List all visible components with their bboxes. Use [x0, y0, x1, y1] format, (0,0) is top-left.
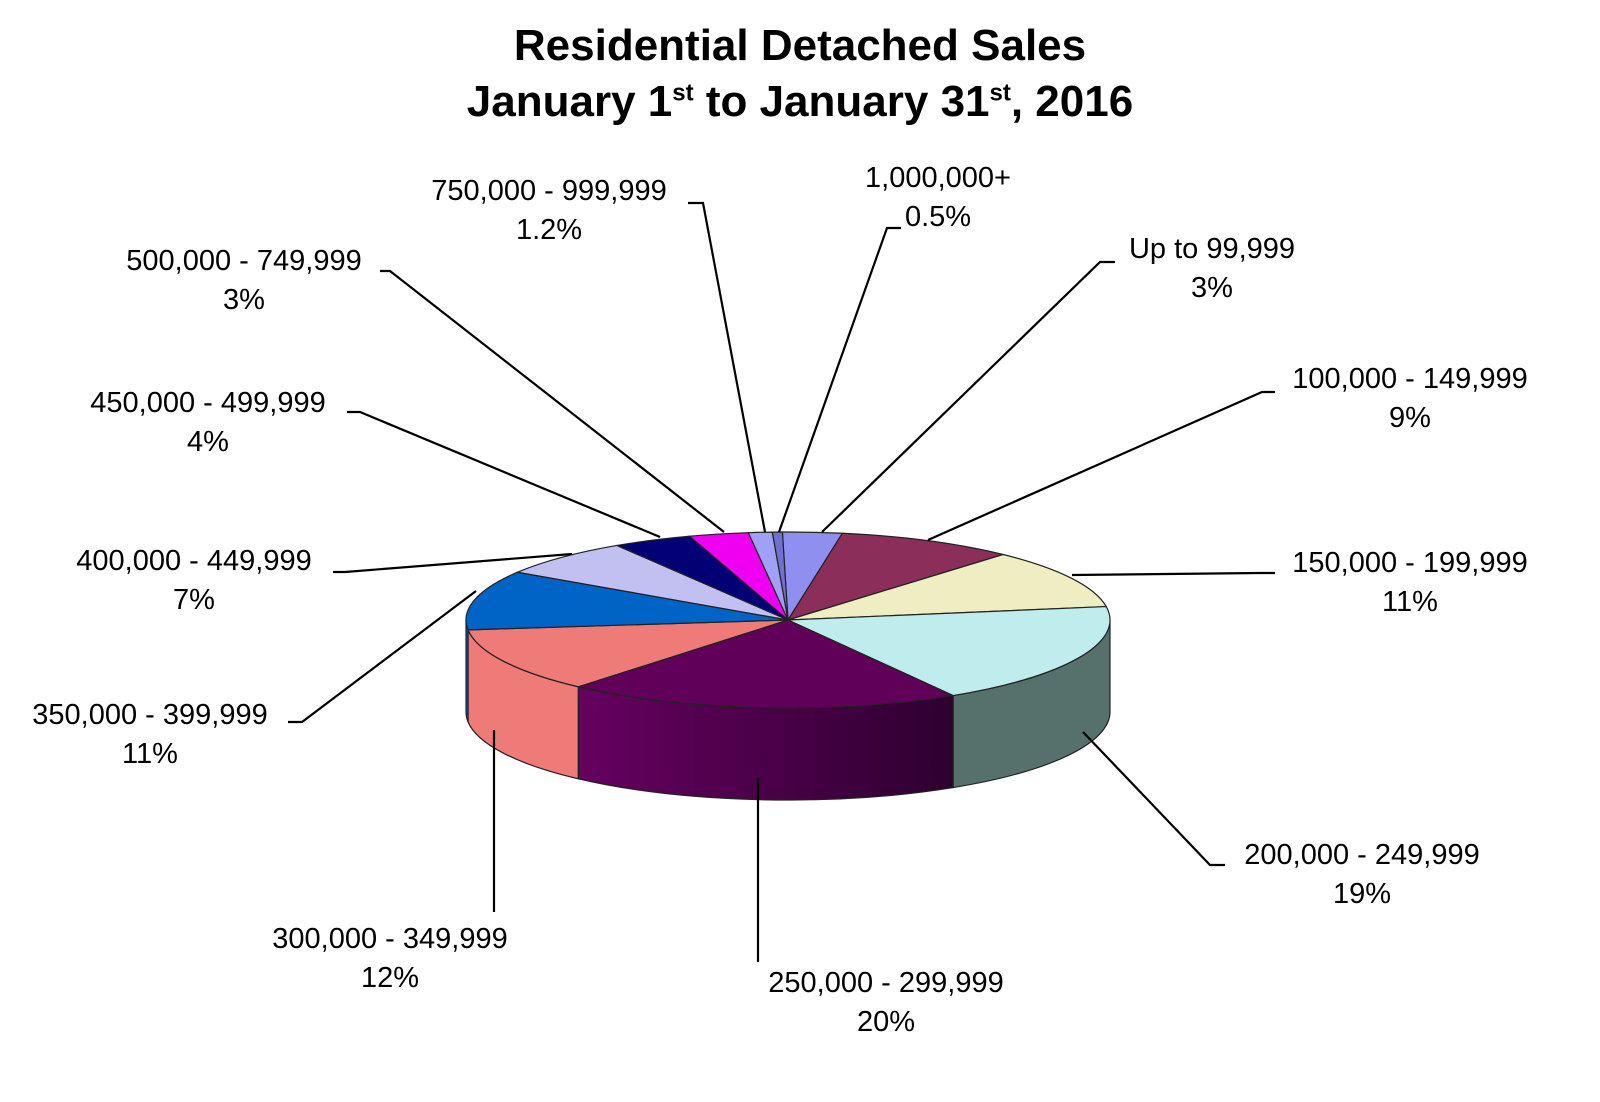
chart-title-line2: January 1st to January 31st, 2016 — [466, 77, 1134, 126]
pct-200-000-249-999: 19% — [1333, 878, 1391, 910]
chart-title: Residential Detached Sales January 1st t… — [0, 18, 1600, 130]
pct-250-000-299-999: 20% — [857, 1006, 915, 1038]
slice-300-000-349-999 — [467, 619, 789, 688]
slice-1-000-000 — [771, 531, 789, 621]
slice-100-000-149-999 — [786, 532, 1006, 622]
pct-500-000-749-999: 3% — [223, 284, 265, 316]
label-1-000-000: 1,000,000+ — [865, 162, 1011, 194]
pct-400-000-449-999: 7% — [173, 584, 215, 616]
leader-450-000-499-999 — [347, 410, 661, 539]
leader-up-to-99-999 — [821, 260, 1115, 533]
slice-150-000-199-999 — [787, 553, 1108, 621]
pct-350-000-399-999: 11% — [122, 738, 178, 770]
pct-450-000-499-999: 4% — [187, 426, 229, 458]
pct-up-to-99-999: 3% — [1191, 272, 1233, 304]
leader-400-000-449-999 — [333, 552, 573, 574]
label-450-000-499-999: 450,000 - 499,999 — [90, 387, 325, 419]
pie-side-walls — [465, 619, 1111, 801]
side-350-000-399-999 — [465, 619, 469, 723]
pie-top-face — [465, 531, 1111, 709]
label-up-to-99-999: Up to 99,999 — [1129, 233, 1295, 265]
pct-750-000-999-999: 1.2% — [516, 214, 582, 246]
slice-200-000-249-999 — [787, 605, 1111, 697]
pct-150-000-199-999: 11% — [1382, 586, 1438, 618]
leader-200-000-249-999 — [1082, 731, 1225, 867]
label-300-000-349-999: 300,000 - 349,999 — [272, 923, 507, 955]
label-250-000-299-999: 250,000 - 299,999 — [768, 967, 1003, 999]
leader-500-000-749-999 — [380, 269, 725, 533]
pct-100-000-149-999: 9% — [1389, 402, 1431, 434]
label-400-000-449-999: 400,000 - 449,999 — [76, 545, 311, 577]
slice-400-000-449-999 — [515, 544, 789, 621]
leader-750-000-999-999 — [688, 201, 767, 533]
leader-350-000-399-999 — [288, 590, 477, 724]
chart-title-line1: Residential Detached Sales — [513, 21, 1087, 70]
pct-1-000-000: 0.5% — [905, 201, 971, 233]
label-500-000-749-999: 500,000 - 749,999 — [126, 245, 361, 277]
slice-250-000-299-999 — [575, 619, 956, 709]
label-350-000-399-999: 350,000 - 399,999 — [32, 699, 267, 731]
leader-1-000-000 — [777, 226, 901, 533]
label-750-000-999-999: 750,000 - 999,999 — [431, 175, 666, 207]
pct-300-000-349-999: 12% — [361, 962, 419, 994]
label-200-000-249-999: 200,000 - 249,999 — [1244, 839, 1479, 871]
slice-labels: Up to 99,999 3% 100,000 - 149,999 9% 150,000… — [32, 162, 1527, 1038]
label-100-000-149-999: 100,000 - 149,999 — [1292, 363, 1527, 395]
label-150-000-199-999: 150,000 - 199,999 — [1292, 547, 1527, 579]
leader-150-000-199-999 — [1071, 571, 1275, 577]
slice-350-000-399-999 — [465, 571, 789, 631]
leader-lines — [288, 201, 1275, 962]
leader-100-000-149-999 — [927, 390, 1275, 542]
